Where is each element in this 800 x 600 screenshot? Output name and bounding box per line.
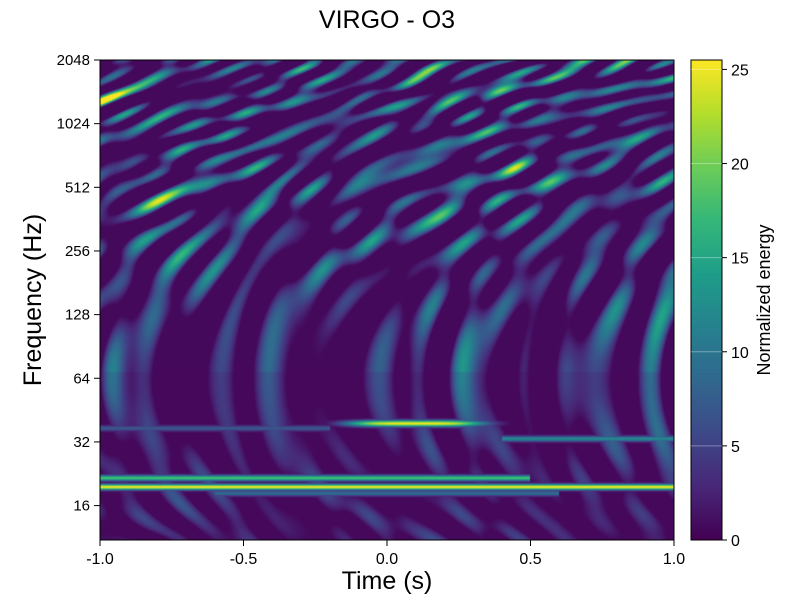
colorbar-gradient xyxy=(691,60,722,540)
x-axis-label: Time (s) xyxy=(342,567,433,595)
y-tick-label: 64 xyxy=(73,370,90,387)
y-tick-label: 128 xyxy=(65,307,90,324)
chart-title: VIRGO - O3 xyxy=(319,6,455,34)
x-tick-label: 0.0 xyxy=(376,551,398,568)
colorbar-tick-label: 25 xyxy=(731,62,749,79)
x-tick-label: 0.5 xyxy=(519,551,541,568)
y-tick-label: 256 xyxy=(65,243,90,260)
x-axis: -1.0 -0.5 0.0 0.5 1.0 xyxy=(86,540,685,568)
colorbar-frame xyxy=(690,59,723,541)
colorbar-ticks: 0 5 10 15 20 25 xyxy=(691,62,749,550)
colorbar-tick-label: 5 xyxy=(731,439,740,456)
y-tick-label: 1024 xyxy=(57,116,90,133)
colorbar-tick-label: 20 xyxy=(731,157,749,174)
colorbar-tick-label: 0 xyxy=(731,533,740,550)
colorbar-tick-label: 10 xyxy=(731,345,749,362)
spectrogram-heatmap xyxy=(100,60,674,540)
colorbar-tick-label: 15 xyxy=(731,251,749,268)
x-tick-label: -0.5 xyxy=(230,551,258,568)
y-tick-label: 2048 xyxy=(57,52,90,69)
colorbar: 0 5 10 15 20 25 xyxy=(690,59,749,550)
y-tick-label: 16 xyxy=(73,498,90,515)
y-tick-label: 512 xyxy=(65,179,90,196)
x-tick-label: 1.0 xyxy=(663,551,685,568)
y-axis: 16 32 64 128 256 512 1024 2048 xyxy=(57,52,100,515)
y-axis-label: Frequency (Hz) xyxy=(19,214,47,386)
y-tick-label: 32 xyxy=(73,434,90,451)
plot-area xyxy=(99,59,675,541)
colorbar-label: Normalized energy xyxy=(754,224,774,375)
x-tick-label: -1.0 xyxy=(86,551,114,568)
